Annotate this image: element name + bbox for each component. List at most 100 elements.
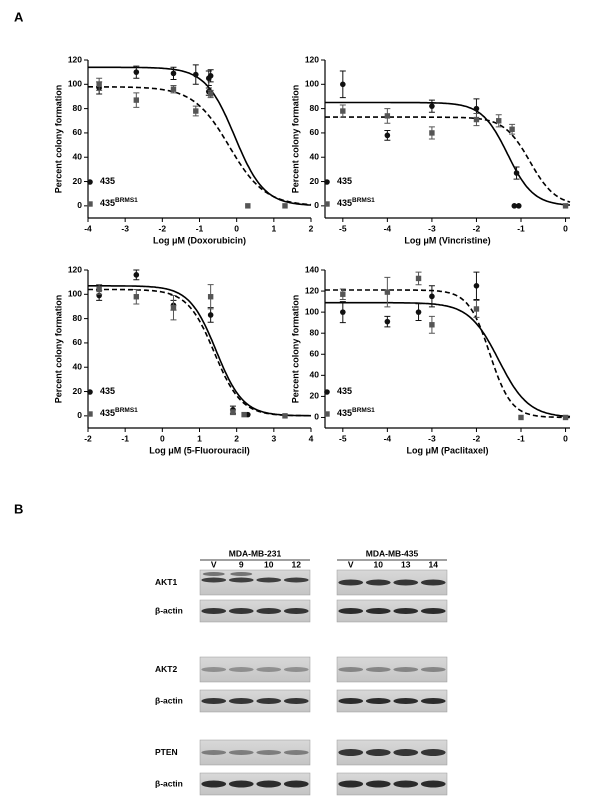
x-axis-title: Log μM (Doxorubicin) xyxy=(153,235,246,245)
point xyxy=(511,203,518,209)
blot-band xyxy=(283,780,309,788)
fit-curve xyxy=(325,101,570,206)
x-tick-label: -3 xyxy=(121,223,129,233)
lane-label: V xyxy=(211,559,217,569)
y-tick-label: 20 xyxy=(73,386,83,396)
row-label: β-actin xyxy=(155,695,183,705)
point xyxy=(230,409,236,415)
point xyxy=(282,203,288,209)
blot-strip xyxy=(199,772,311,796)
point xyxy=(562,414,569,421)
y-tick-label: 0 xyxy=(77,410,82,420)
legend-label: 435BRMS1 xyxy=(337,197,375,209)
blot-band xyxy=(228,608,254,614)
legend-marker xyxy=(87,179,93,185)
legend-superscript: BRMS1 xyxy=(352,197,375,204)
blot-band xyxy=(393,667,419,672)
blot-band xyxy=(393,579,419,586)
x-tick-label: -1 xyxy=(121,433,129,443)
legend-label: 435 xyxy=(337,386,352,396)
y-tick-label: 20 xyxy=(73,176,83,186)
blot-band xyxy=(420,780,446,788)
blot-band xyxy=(201,608,227,614)
x-tick-label: 1 xyxy=(271,223,276,233)
panel-label: B xyxy=(14,501,23,516)
legend-label: 435 xyxy=(100,386,115,396)
blot-band xyxy=(420,698,446,704)
legend-name: 435 xyxy=(337,386,352,396)
blot-band xyxy=(365,579,391,586)
y-tick-label: 20 xyxy=(310,176,320,186)
legend-marker xyxy=(87,411,93,417)
point xyxy=(207,73,214,79)
legend-name: 435 xyxy=(100,176,115,186)
blot-band xyxy=(201,750,227,755)
blot-band xyxy=(228,698,254,704)
legend-marker xyxy=(87,201,93,207)
y-tick-label: 80 xyxy=(310,327,320,337)
y-tick-label: 100 xyxy=(68,289,82,299)
x-axis-title: Log μM (Vincristine) xyxy=(404,235,490,245)
y-tick-label: 120 xyxy=(68,54,82,64)
x-tick-label: -1 xyxy=(196,223,204,233)
group-title: MDA-MB-435 xyxy=(366,548,419,558)
x-tick-label: -4 xyxy=(384,433,392,443)
fit-curve xyxy=(325,116,571,203)
x-tick-label: -1 xyxy=(517,433,525,443)
y-tick-label: 120 xyxy=(305,285,319,295)
y-tick-label: 100 xyxy=(305,79,319,89)
legend-name: 435 xyxy=(100,386,115,396)
point xyxy=(415,309,422,315)
point xyxy=(496,118,502,124)
x-tick-label: 4 xyxy=(309,433,314,443)
point xyxy=(207,294,214,300)
point xyxy=(473,306,480,312)
blot-band xyxy=(393,608,419,614)
y-tick-label: 140 xyxy=(305,264,319,274)
legend-label: 435 xyxy=(100,176,115,186)
blot-strip xyxy=(336,656,448,683)
point xyxy=(384,113,391,119)
y-tick-label: 0 xyxy=(314,412,319,422)
point xyxy=(415,275,422,282)
point xyxy=(429,130,435,136)
row-label: β-actin xyxy=(155,605,183,615)
x-tick-label: -3 xyxy=(428,223,436,233)
y-tick-label: 60 xyxy=(73,337,83,347)
y-tick-label: 80 xyxy=(73,103,83,113)
blot-band xyxy=(201,780,227,788)
lane-label: 10 xyxy=(264,559,274,569)
point xyxy=(207,91,214,97)
blot-band xyxy=(201,577,227,583)
blot-band xyxy=(283,608,309,614)
x-tick-label: 3 xyxy=(271,433,276,443)
row-label: AKT1 xyxy=(155,577,177,587)
fit-curve xyxy=(88,285,311,417)
x-tick-label: -2 xyxy=(84,433,92,443)
fit-curve xyxy=(325,301,571,418)
point xyxy=(513,170,520,176)
lane-label: 10 xyxy=(374,559,384,569)
group-title: MDA-MB-231 xyxy=(229,548,282,558)
blot-band xyxy=(420,579,446,586)
y-tick-label: 60 xyxy=(73,127,83,137)
point xyxy=(515,203,522,209)
y-tick-label: 40 xyxy=(73,361,83,371)
point xyxy=(429,322,435,328)
panel-label: A xyxy=(14,9,24,24)
blot-band xyxy=(201,667,227,672)
point xyxy=(473,283,480,289)
blot-band xyxy=(338,667,364,672)
row-label: PTEN xyxy=(155,747,178,757)
x-axis-title: Log μM (5-Fluorouracil) xyxy=(149,445,250,455)
lane-label: 12 xyxy=(292,559,302,569)
blot-band xyxy=(365,608,391,614)
y-tick-label: 0 xyxy=(77,200,82,210)
legend-name: 435 xyxy=(337,408,352,418)
point xyxy=(340,81,346,88)
point xyxy=(96,286,102,293)
y-axis-title: Percent colony formation xyxy=(290,85,300,194)
x-tick-label: -3 xyxy=(428,433,436,443)
x-tick-label: -1 xyxy=(517,223,525,233)
